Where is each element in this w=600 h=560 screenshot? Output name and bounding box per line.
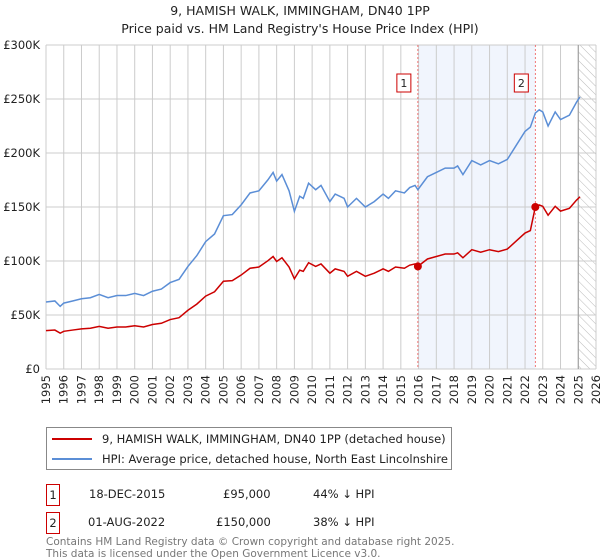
x-tick-label: 2002 bbox=[163, 375, 177, 404]
chart-subtitle: Price paid vs. HM Land Registry's House … bbox=[121, 21, 479, 36]
x-tick-label: 1999 bbox=[110, 375, 124, 404]
sale-marker-label: 2 bbox=[518, 77, 525, 90]
y-tick-label: £100K bbox=[3, 254, 40, 268]
sale-point bbox=[413, 262, 422, 271]
y-tick-label: £200K bbox=[3, 146, 40, 160]
legend-label: 9, HAMISH WALK, IMMINGHAM, DN40 1PP (det… bbox=[102, 432, 446, 446]
y-tick-label: £300K bbox=[3, 38, 40, 52]
y-tick-label: £0 bbox=[25, 362, 40, 376]
x-tick-label: 2022 bbox=[518, 375, 532, 404]
x-tick-label: 2024 bbox=[554, 375, 568, 404]
sale-price: £150,000 bbox=[216, 515, 271, 529]
sale-marker-label: 1 bbox=[400, 77, 407, 90]
x-tick-label: 1996 bbox=[57, 375, 71, 404]
x-tick-label: 2003 bbox=[181, 375, 195, 404]
x-tick-label: 2017 bbox=[429, 375, 443, 404]
x-tick-label: 2015 bbox=[394, 375, 408, 404]
footer-licence: This data is licensed under the Open Gov… bbox=[46, 548, 381, 560]
x-tick-label: 2009 bbox=[287, 375, 301, 404]
sale-point bbox=[531, 203, 540, 211]
x-tick-label: 2005 bbox=[216, 375, 230, 404]
y-tick-label: £150K bbox=[3, 200, 40, 214]
sale-marker-label: 2 bbox=[46, 512, 60, 534]
x-tick-label: 1997 bbox=[74, 375, 88, 404]
x-tick-label: 2014 bbox=[376, 375, 390, 404]
sale-marker-box bbox=[513, 73, 529, 93]
x-tick-label: 2006 bbox=[234, 375, 248, 404]
x-tick-label: 2016 bbox=[412, 375, 426, 404]
x-tick-label: 2019 bbox=[465, 375, 479, 404]
legend-item-hpi: HPI: Average price, detached house, Nort… bbox=[52, 450, 448, 468]
plot-area: 1995 1996 1997 1998 1999 2000 2001 2002 2003 2004… bbox=[3, 38, 600, 404]
footer-copyright: Contains HM Land Registry data © Crown c… bbox=[46, 536, 455, 548]
x-tick-label: 2007 bbox=[252, 375, 266, 404]
x-tick-label: 2023 bbox=[536, 375, 550, 404]
y-tick-label: £250K bbox=[3, 92, 40, 106]
x-tick-label: 2000 bbox=[128, 375, 142, 404]
x-tick-label: 2010 bbox=[305, 375, 319, 404]
x-tick-label: 2025 bbox=[571, 375, 585, 404]
legend-item-property: 9, HAMISH WALK, IMMINGHAM, DN40 1PP (det… bbox=[52, 430, 448, 448]
x-tick-label: 2013 bbox=[358, 375, 372, 404]
x-tick-label: 2011 bbox=[323, 375, 337, 404]
x-tick-label: 2018 bbox=[447, 375, 461, 404]
x-tick-label: 1998 bbox=[92, 375, 106, 404]
x-tick-label: 2012 bbox=[341, 375, 355, 404]
x-tick-label: 2021 bbox=[500, 375, 514, 404]
sale-row-1: 1 18-DEC-2015 £95,000 44% ↓ HPI bbox=[46, 484, 446, 506]
legend-label: HPI: Average price, detached house, Nort… bbox=[102, 452, 448, 466]
sale-marker-label: 1 bbox=[46, 484, 60, 506]
x-tick-label: 2001 bbox=[145, 375, 159, 404]
sale-date: 18-DEC-2015 bbox=[89, 487, 166, 501]
sale-marker-box bbox=[396, 73, 412, 93]
hpi-line bbox=[45, 96, 581, 308]
sale-hpi-note: 44% ↓ HPI bbox=[313, 487, 375, 501]
sale-price: £95,000 bbox=[223, 487, 271, 501]
chart-title: 9, HAMISH WALK, IMMINGHAM, DN40 1PP bbox=[170, 3, 430, 18]
sale-row-2: 2 01-AUG-2022 £150,000 38% ↓ HPI bbox=[46, 512, 446, 534]
x-tick-label: 2026 bbox=[589, 375, 600, 404]
x-tick-label: 2020 bbox=[483, 375, 497, 404]
legend: 9, HAMISH WALK, IMMINGHAM, DN40 1PP (det… bbox=[46, 427, 452, 470]
sale-hpi-note: 38% ↓ HPI bbox=[313, 515, 375, 529]
x-tick-label: 2008 bbox=[270, 375, 284, 404]
property-line bbox=[45, 196, 581, 335]
x-tick-label: 1995 bbox=[39, 375, 53, 404]
x-tick-label: 2004 bbox=[199, 375, 213, 404]
y-tick-label: £50K bbox=[11, 308, 41, 322]
sale-date: 01-AUG-2022 bbox=[88, 515, 166, 529]
